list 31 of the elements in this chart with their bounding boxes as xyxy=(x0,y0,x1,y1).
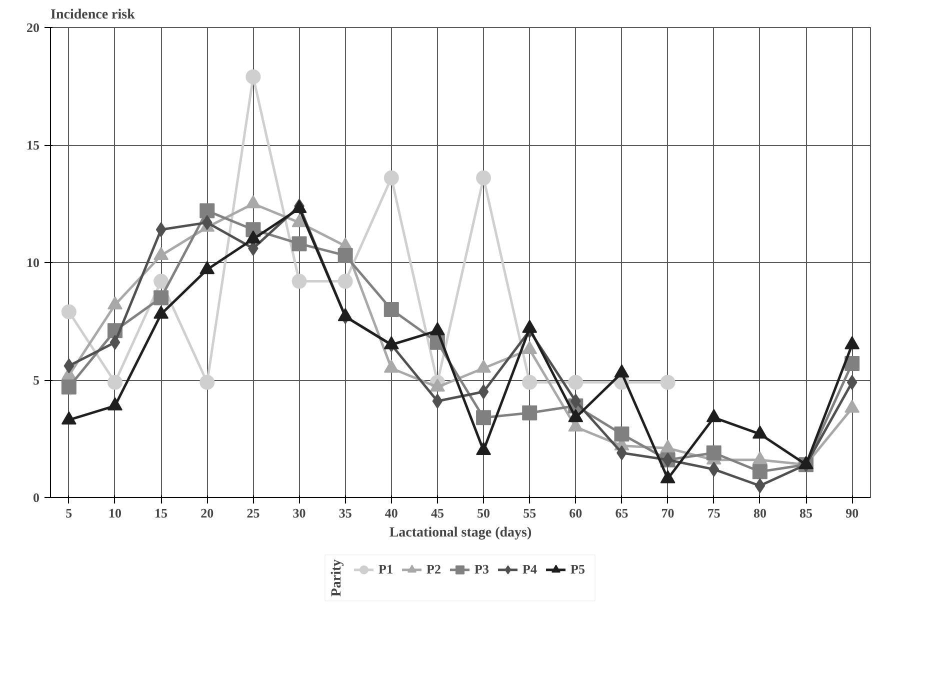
x-tick-label: 45 xyxy=(430,506,444,520)
x-tick-label: 40 xyxy=(384,506,398,520)
legend-label: P1 xyxy=(378,561,394,578)
y-tick-label: 15 xyxy=(26,138,40,152)
y-tick-label: 0 xyxy=(33,490,40,505)
x-tick-label: 70 xyxy=(661,506,674,520)
x-tick-label: 75 xyxy=(707,506,721,520)
x-tick-label: 25 xyxy=(246,506,260,520)
x-tick-label: 10 xyxy=(108,506,122,520)
x-tick-label: 20 xyxy=(200,506,214,520)
y-tick-label: 20 xyxy=(26,20,40,35)
x-tick-label: 60 xyxy=(569,506,582,520)
legend-label: P5 xyxy=(570,561,586,578)
x-tick-label: 85 xyxy=(800,506,814,520)
legend-label: P2 xyxy=(426,561,442,578)
x-axis-title: Lactational stage (days) xyxy=(389,526,532,540)
x-tick-label: 15 xyxy=(154,506,168,520)
y-tick-label: 10 xyxy=(26,255,40,270)
y-tick-label: 5 xyxy=(33,372,40,388)
legend-label: P3 xyxy=(474,561,490,578)
x-tick-label: 30 xyxy=(292,506,306,520)
x-tick-label: 90 xyxy=(846,506,859,520)
legend-label: P4 xyxy=(522,561,538,578)
x-tick-label: 5 xyxy=(66,506,73,520)
x-tick-label: 55 xyxy=(523,506,537,520)
x-tick-label: 80 xyxy=(753,506,766,520)
legend-title: Parity xyxy=(330,559,346,597)
x-tick-label: 35 xyxy=(338,506,352,520)
x-tick-label: 50 xyxy=(477,506,490,520)
x-tick-label: 65 xyxy=(615,506,629,520)
chart-title: Incidence risk xyxy=(50,8,136,22)
